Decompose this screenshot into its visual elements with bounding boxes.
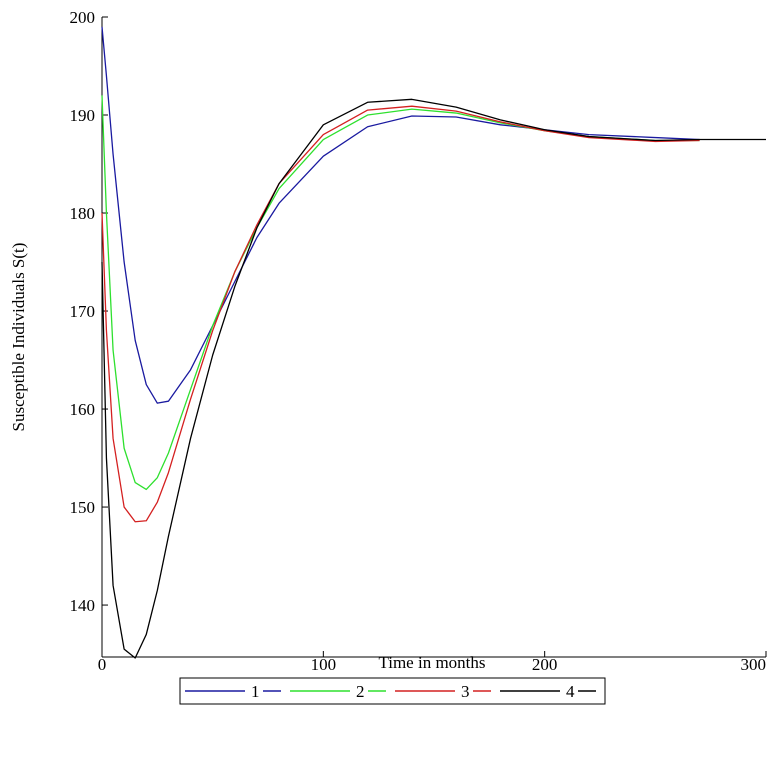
legend-label: 4	[566, 682, 575, 701]
x-tick-label: 300	[741, 655, 767, 674]
y-axis-label: Susceptible Individuals S(t)	[9, 243, 28, 432]
series-line	[101, 95, 700, 491]
legend-label: 2	[356, 682, 365, 701]
x-tick-label: 200	[532, 655, 558, 674]
y-tick-label: 160	[70, 400, 96, 419]
x-axis-label: Time in months	[378, 653, 485, 672]
y-tick-label: 200	[70, 8, 96, 27]
x-tick-label: 0	[98, 655, 107, 674]
legend-label: 3	[461, 682, 470, 701]
legend-label: 1	[251, 682, 260, 701]
x-tick-label: 100	[311, 655, 337, 674]
y-tick-label: 180	[70, 204, 96, 223]
y-tick-label: 150	[70, 498, 96, 517]
y-tick-label: 170	[70, 302, 96, 321]
series-line	[101, 105, 700, 523]
y-tick-label: 190	[70, 106, 96, 125]
y-tick-label: 140	[70, 596, 96, 615]
series-line	[101, 26, 700, 404]
series-line	[101, 98, 766, 659]
legend-box	[179, 677, 606, 705]
